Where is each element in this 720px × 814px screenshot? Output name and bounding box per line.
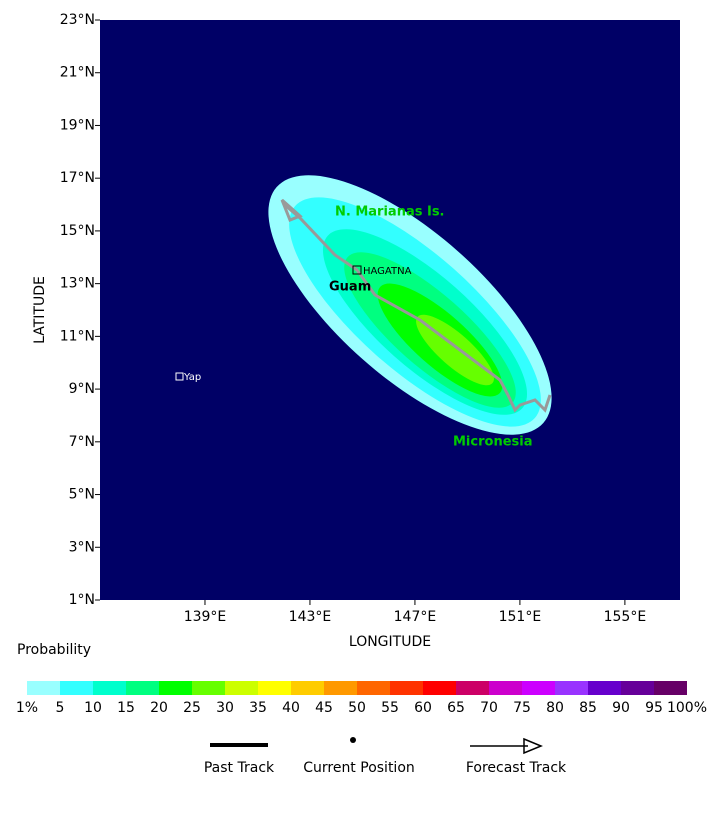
colorbar-cell xyxy=(93,681,126,695)
legend-label: Past Track xyxy=(204,760,275,776)
x-tick-label: 143°E xyxy=(289,609,332,625)
y-tick-label: 1°N xyxy=(69,592,95,608)
forecast-arrow-symbol xyxy=(523,737,543,755)
colorbar-title: Probability xyxy=(17,642,91,658)
colorbar-label: 1% xyxy=(16,700,38,716)
y-tick-label: 23°N xyxy=(60,12,95,28)
forecast-track xyxy=(284,203,552,413)
x-axis-label: LONGITUDE xyxy=(349,634,431,650)
colorbar-label: 95 xyxy=(645,700,663,716)
x-tick-label: 147°E xyxy=(394,609,437,625)
colorbar-cell xyxy=(555,681,588,695)
x-tick-label: 151°E xyxy=(499,609,542,625)
colorbar-cell xyxy=(192,681,225,695)
y-tick-label: 11°N xyxy=(60,328,95,344)
colorbar-label: 70 xyxy=(480,700,498,716)
colorbar-label: 35 xyxy=(249,700,267,716)
colorbar-cell xyxy=(621,681,654,695)
track-arrow xyxy=(280,198,303,222)
colorbar-label: 50 xyxy=(348,700,366,716)
colorbar-label: 20 xyxy=(150,700,168,716)
colorbar-label: 65 xyxy=(447,700,465,716)
colorbar-cell xyxy=(357,681,390,695)
colorbar-label: 80 xyxy=(546,700,564,716)
colorbar-cell xyxy=(324,681,357,695)
colorbar-cell xyxy=(489,681,522,695)
colorbar-label: 85 xyxy=(579,700,597,716)
colorbar-cell xyxy=(126,681,159,695)
colorbar-label: 30 xyxy=(216,700,234,716)
colorbar-label: 40 xyxy=(282,700,300,716)
place-label: Micronesia xyxy=(453,435,532,450)
y-tick-label: 7°N xyxy=(69,434,95,450)
y-axis-label: LATITUDE xyxy=(32,276,48,344)
y-tick-label: 19°N xyxy=(60,117,95,133)
colorbar-label: 55 xyxy=(381,700,399,716)
colorbar-cell xyxy=(522,681,555,695)
place-label: Guam xyxy=(329,280,371,295)
x-tick-label: 155°E xyxy=(604,609,647,625)
colorbar-cell xyxy=(456,681,489,695)
y-tick-label: 5°N xyxy=(69,487,95,503)
y-tick-label: 9°N xyxy=(69,381,95,397)
colorbar-label: 10 xyxy=(84,700,102,716)
colorbar-cell xyxy=(423,681,456,695)
y-tick-label: 13°N xyxy=(60,276,95,292)
legend-label: Forecast Track xyxy=(466,760,567,776)
colorbar-cell xyxy=(258,681,291,695)
y-tick-label: 15°N xyxy=(60,223,95,239)
place-label: N. Marianas Is. xyxy=(335,205,445,220)
place-label: Yap xyxy=(183,372,201,383)
colorbar-cell xyxy=(225,681,258,695)
colorbar-cell xyxy=(27,681,60,695)
colorbar-label: 25 xyxy=(183,700,201,716)
colorbar-cell xyxy=(654,681,687,695)
colorbar-label: 45 xyxy=(315,700,333,716)
city-marker xyxy=(352,265,362,275)
legend-label: Current Position xyxy=(303,760,415,776)
colorbar-cell xyxy=(60,681,93,695)
y-tick-label: 17°N xyxy=(60,170,95,186)
place-label: HAGATNA xyxy=(363,266,412,277)
colorbar-cell xyxy=(291,681,324,695)
colorbar-label: 15 xyxy=(117,700,135,716)
x-tick-label: 139°E xyxy=(184,609,227,625)
colorbar-label: 60 xyxy=(414,700,432,716)
colorbar-cell xyxy=(390,681,423,695)
colorbar-label: 5 xyxy=(56,700,65,716)
current-position-symbol xyxy=(350,737,356,743)
y-tick-label: 3°N xyxy=(69,539,95,555)
y-tick-label: 21°N xyxy=(60,65,95,81)
colorbar-label: 90 xyxy=(612,700,630,716)
city-marker xyxy=(175,372,184,381)
colorbar-label: 100% xyxy=(667,700,707,716)
colorbar-label: 75 xyxy=(513,700,531,716)
colorbar-cell xyxy=(588,681,621,695)
colorbar-cell xyxy=(159,681,192,695)
